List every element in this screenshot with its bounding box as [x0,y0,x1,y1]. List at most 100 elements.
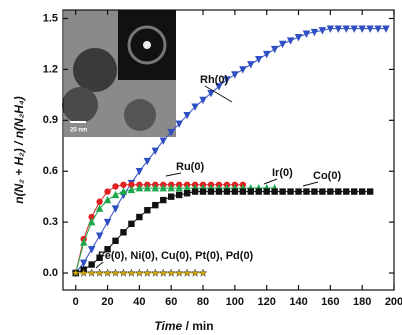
marker [224,188,230,194]
series-label: Ir(0) [272,167,293,179]
y-axis-label: n(N₂ + H₂) / n(N₂H₄) [12,96,26,204]
marker [88,261,94,267]
marker [303,188,309,194]
x-tick-label: 180 [353,296,371,308]
label-leader [303,182,318,186]
marker [112,238,118,244]
marker [192,188,198,194]
marker [104,196,111,203]
marker [104,188,110,194]
marker [96,199,102,205]
x-tick-label: 200 [385,296,402,308]
x-axis-label: Time / min [154,319,213,333]
x-tick-label: 80 [197,296,209,308]
marker [176,192,182,198]
marker [263,51,270,58]
marker [216,188,222,194]
x-unit: / min [186,319,214,333]
x-tick-label: 160 [321,296,339,308]
marker [104,219,111,226]
marker [112,183,118,189]
marker [279,41,286,48]
marker [295,34,302,41]
marker [279,188,285,194]
series-label: Co(0) [313,170,341,182]
diffraction-center [143,41,151,49]
marker [327,188,333,194]
y-tick-label: 1.5 [43,12,58,24]
marker [271,46,278,53]
marker [263,188,269,194]
marker [256,188,262,194]
marker [232,188,238,194]
marker [231,71,238,78]
marker [168,193,174,199]
marker [240,188,246,194]
marker [199,97,206,104]
marker [144,269,152,276]
marker [343,188,349,194]
marker [136,214,142,220]
marker [159,269,167,276]
x-tick-label: 60 [165,296,177,308]
marker [136,269,144,276]
marker [255,56,262,63]
marker [303,31,310,38]
marker [112,191,119,198]
marker [144,207,150,213]
x-tick-label: 40 [133,296,145,308]
marker [128,221,134,227]
x-tick-label: 0 [73,296,79,308]
x-tick-label: 140 [289,296,307,308]
marker [248,188,254,194]
marker [208,188,214,194]
marker [160,197,166,203]
marker [96,269,104,276]
x-tick-label: 120 [258,296,276,308]
marker [96,232,103,239]
marker [191,269,199,276]
y-tick-label: 1.2 [43,63,58,75]
marker [359,188,365,194]
marker [120,269,128,276]
marker [120,182,126,188]
marker [335,188,341,194]
marker [239,66,246,73]
marker [112,205,119,212]
series-label: Ru(0) [176,161,204,173]
marker [88,246,95,253]
label-leader [264,179,277,184]
label-leader [166,173,181,176]
y-tick-label: 0.9 [43,114,58,126]
marker [88,218,95,225]
marker [184,190,190,196]
marker [287,188,293,194]
scale-label: 20 nm [70,128,87,134]
series-label: Rh(0) [200,74,228,86]
marker [112,269,120,276]
y-tick-label: 0.6 [43,165,58,177]
marker [88,269,96,276]
marker [183,269,191,276]
marker [128,269,136,276]
chart: 20 nm 0204060801001201401601802000.00.30… [0,0,402,335]
x-tick-label: 100 [226,296,244,308]
marker [367,188,373,194]
marker [152,202,158,208]
marker [200,188,206,194]
marker [295,188,301,194]
inset-particle [124,99,156,131]
x-label: Time [154,319,182,333]
marker [351,188,357,194]
marker [151,269,159,276]
x-tick-label: 20 [101,296,113,308]
marker [167,269,175,276]
inset-particle [62,87,98,123]
marker [287,37,294,44]
marker [175,269,183,276]
marker [104,269,112,276]
marker [120,229,126,235]
series-label: Fe(0), Ni(0), Cu(0), Pt(0), Pd(0) [98,250,254,262]
inset-particle [73,48,117,92]
marker [247,61,254,68]
